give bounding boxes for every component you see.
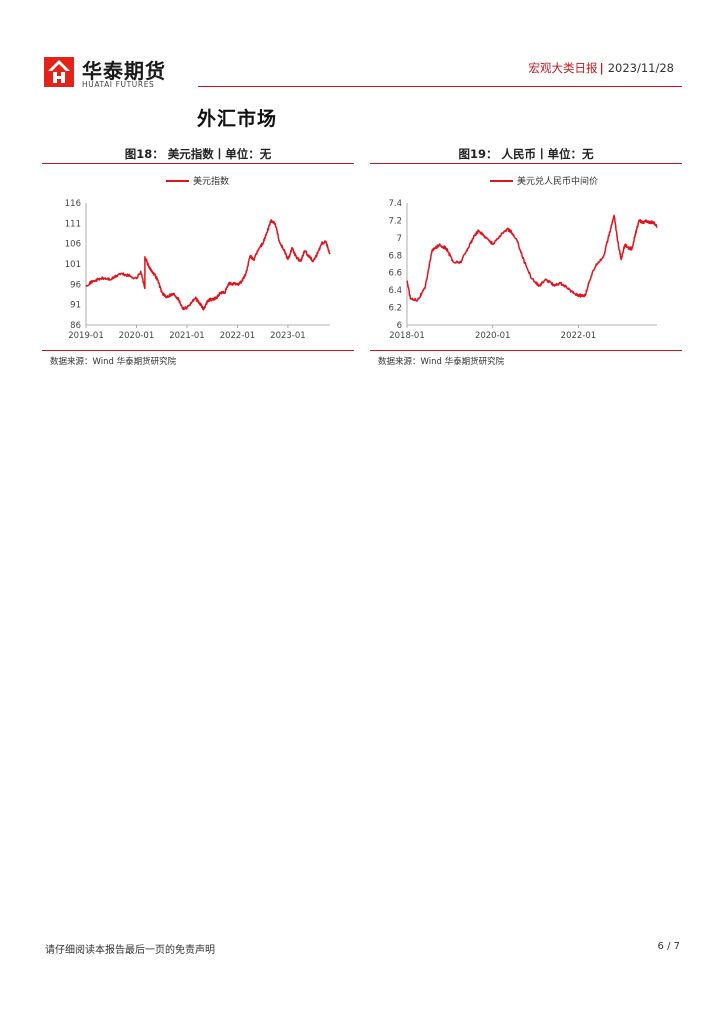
x-tick-label: 2022-01 [561, 331, 597, 341]
figure-18-title: 图18： 美元指数丨单位：无 [124, 147, 272, 161]
x-tick-label: 2023-01 [270, 331, 306, 341]
legend: 美元兑人民币中间价 [490, 175, 598, 187]
y-tick-label: 6.4 [388, 286, 402, 296]
y-tick-label: 6.8 [388, 251, 402, 261]
series-line [85, 219, 331, 311]
header-divider [198, 86, 682, 88]
legend: 美元指数 [166, 175, 229, 187]
x-tick-label: 2020-01 [119, 331, 155, 341]
brand-name-cn: 华泰期货 [82, 59, 166, 83]
page-number: 6 / 7 [657, 941, 680, 952]
figure-19-title: 图19： 人民币丨单位：无 [458, 147, 594, 161]
y-tick-label: 6 [397, 321, 402, 331]
y-tick-label: 7 [397, 234, 402, 244]
figure-18-bottom-rule [42, 350, 354, 352]
y-tick-label: 6.2 [388, 304, 402, 314]
x-tick-label: 2020-01 [475, 331, 511, 341]
section-title: 外汇市场 [197, 108, 278, 130]
y-tick-label: 91 [70, 301, 81, 311]
y-tick-label: 6.6 [388, 269, 402, 279]
y-tick-label: 96 [70, 280, 81, 290]
figure-18-top-rule [42, 163, 354, 165]
header-separator: | [599, 61, 604, 75]
legend-label: 美元兑人民币中间价 [517, 175, 598, 187]
report-name: 宏观大类日报 [528, 61, 598, 75]
y-tick-label: 7.4 [388, 199, 402, 209]
legend-label: 美元指数 [193, 175, 229, 187]
y-tick-label: 101 [65, 260, 81, 270]
y-tick-label: 116 [65, 199, 81, 209]
figure-19-bottom-rule [370, 350, 682, 352]
figure-19-source: 数据来源：Wind 华泰期货研究院 [378, 357, 505, 367]
report-header: 宏观大类日报 | 2023/11/28 [529, 60, 675, 76]
figure-18-source: 数据来源：Wind 华泰期货研究院 [50, 357, 177, 367]
x-tick-label: 2022-01 [220, 331, 256, 341]
huatai-logo-icon [44, 57, 74, 87]
y-tick-label: 7.2 [388, 216, 402, 226]
x-tick-label: 2019-01 [68, 331, 104, 341]
y-tick-label: 111 [65, 219, 81, 229]
brand-name-en: HUATAI FUTURES [82, 80, 155, 89]
y-tick-label: 106 [65, 240, 81, 250]
footer-disclaimer-note: 请仔细阅读本报告最后一页的免责声明 [45, 945, 215, 956]
series-line [406, 214, 658, 302]
y-tick-label: 86 [70, 321, 81, 331]
report-date: 2023/11/28 [607, 61, 674, 75]
x-tick-label: 2018-01 [389, 331, 425, 341]
x-tick-label: 2021-01 [169, 331, 205, 341]
figure-19-top-rule [370, 163, 682, 165]
